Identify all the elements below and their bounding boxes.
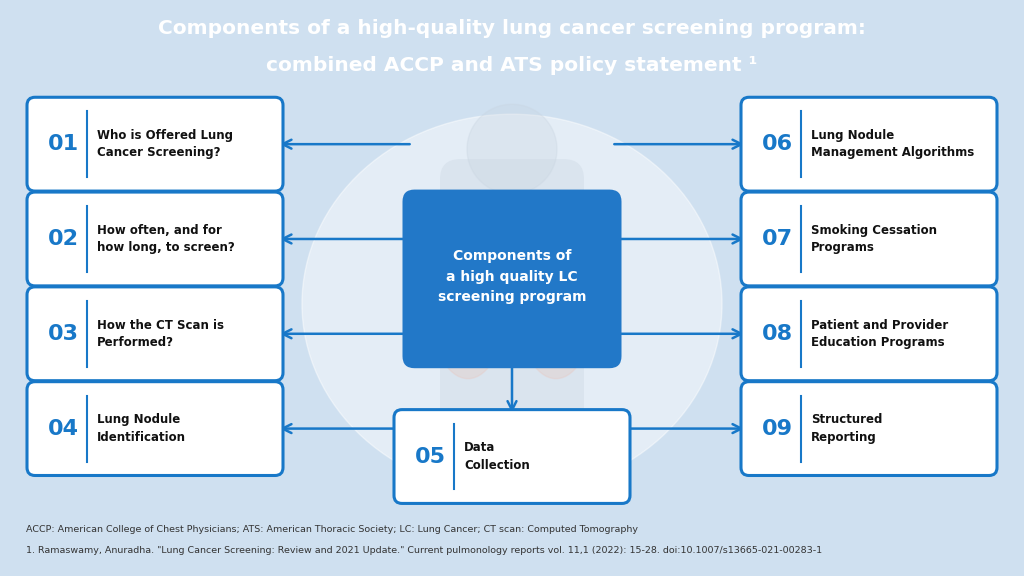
FancyBboxPatch shape	[741, 97, 997, 191]
Ellipse shape	[518, 239, 594, 378]
Text: How often, and for
how long, to screen?: How often, and for how long, to screen?	[97, 223, 234, 254]
Text: 09: 09	[762, 419, 793, 438]
Text: 1. Ramaswamy, Anuradha. "Lung Cancer Screening: Review and 2021 Update." Current: 1. Ramaswamy, Anuradha. "Lung Cancer Scr…	[26, 546, 821, 555]
FancyBboxPatch shape	[440, 159, 584, 479]
Text: combined ACCP and ATS policy statement ¹: combined ACCP and ATS policy statement ¹	[266, 56, 758, 75]
Text: Who is Offered Lung
Cancer Screening?: Who is Offered Lung Cancer Screening?	[97, 129, 233, 160]
Text: Structured
Reporting: Structured Reporting	[811, 414, 883, 444]
Text: 02: 02	[47, 229, 79, 249]
Text: Lung Nodule
Management Algorithms: Lung Nodule Management Algorithms	[811, 129, 974, 160]
Text: Components of a high-quality lung cancer screening program:: Components of a high-quality lung cancer…	[158, 19, 866, 38]
Text: How the CT Scan is
Performed?: How the CT Scan is Performed?	[97, 319, 224, 349]
Text: ACCP: American College of Chest Physicians; ATS: American Thoracic Society; LC: : ACCP: American College of Chest Physicia…	[26, 525, 638, 534]
Text: 01: 01	[47, 134, 79, 154]
Text: Lung Nodule
Identification: Lung Nodule Identification	[97, 414, 186, 444]
Ellipse shape	[302, 114, 722, 494]
Text: Data
Collection: Data Collection	[464, 441, 529, 472]
FancyBboxPatch shape	[394, 410, 630, 503]
FancyBboxPatch shape	[27, 287, 283, 381]
FancyBboxPatch shape	[741, 382, 997, 476]
Circle shape	[467, 104, 557, 194]
FancyBboxPatch shape	[741, 192, 997, 286]
Text: Patient and Provider
Education Programs: Patient and Provider Education Programs	[811, 319, 948, 349]
Text: Smoking Cessation
Programs: Smoking Cessation Programs	[811, 223, 937, 254]
Text: Components of
a high quality LC
screening program: Components of a high quality LC screenin…	[437, 249, 587, 305]
Text: 03: 03	[47, 324, 79, 344]
Text: 07: 07	[762, 229, 793, 249]
FancyBboxPatch shape	[27, 97, 283, 191]
FancyBboxPatch shape	[402, 190, 622, 368]
Text: 08: 08	[762, 324, 793, 344]
FancyBboxPatch shape	[741, 287, 997, 381]
Ellipse shape	[430, 239, 506, 378]
Text: 06: 06	[762, 134, 793, 154]
Text: 05: 05	[415, 446, 445, 467]
Text: 04: 04	[47, 419, 79, 438]
FancyBboxPatch shape	[27, 192, 283, 286]
FancyBboxPatch shape	[27, 382, 283, 476]
